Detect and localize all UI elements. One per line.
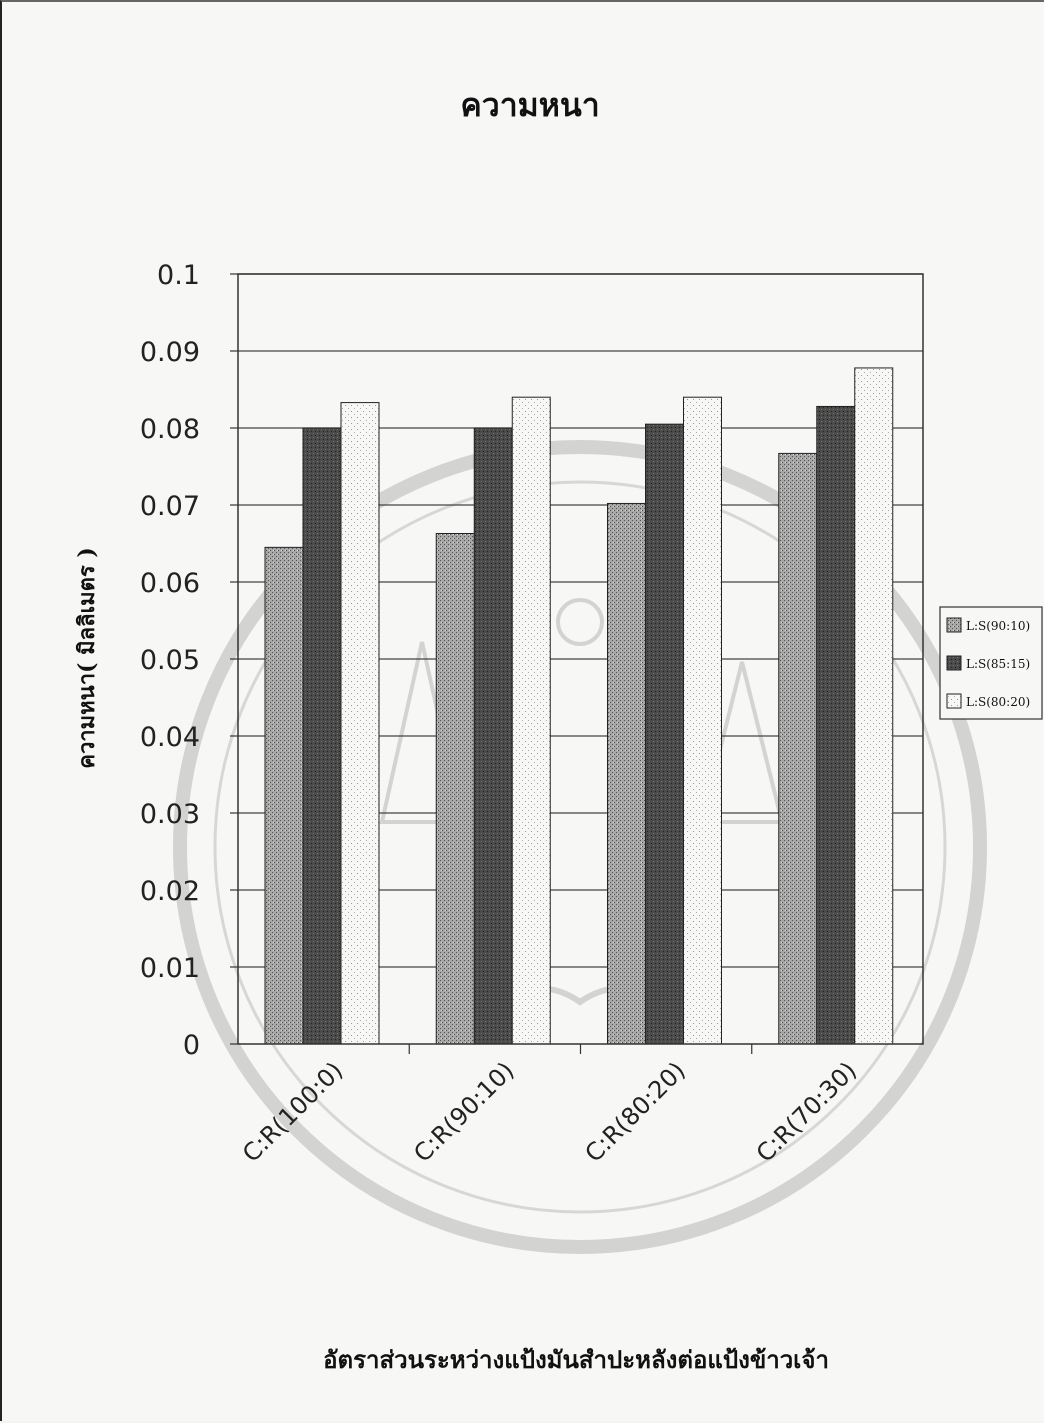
legend-label: L:S(80:20) xyxy=(966,695,1030,709)
x-tick-label: C:R(90:10) xyxy=(408,1056,519,1167)
y-tick-label: 0.01 xyxy=(140,953,200,984)
y-tick-label: 0.06 xyxy=(140,568,200,599)
y-tick-label: 0.02 xyxy=(140,876,200,907)
legend-label: L:S(85:15) xyxy=(966,657,1030,671)
bar-L:S(90:10)-C:R(90:10) xyxy=(435,532,475,1045)
bar-L:S(85:15)-C:R(80:20) xyxy=(645,423,684,1045)
bars xyxy=(264,367,894,1045)
legend-swatch xyxy=(946,655,962,671)
y-tick-label: 0 xyxy=(183,1030,200,1061)
legend-swatch xyxy=(946,693,962,709)
y-tick-label: 0.04 xyxy=(140,722,200,753)
y-tick-label: 0.07 xyxy=(140,491,200,522)
bar-L:S(85:15)-C:R(70:30) xyxy=(816,405,856,1045)
bar-L:S(80:20)-C:R(70:30) xyxy=(854,367,894,1045)
bar-L:S(80:20)-C:R(90:10) xyxy=(511,396,551,1045)
legend-label: L:S(90:10) xyxy=(966,619,1030,633)
bar-L:S(85:15)-C:R(90:10) xyxy=(473,427,513,1045)
y-axis-ticks: 0 0.01 0.02 0.03 0.04 0.05 0.06 0.07 0.08 0.09 0.1 xyxy=(140,260,238,1061)
x-axis-label: อัตราส่วนระหว่างแป้งมันสำปะหลังต่อแป้งข้… xyxy=(323,1345,829,1374)
x-axis-ticks: C:R(100:0) C:R(90:10) C:R(80:20) C:R(70:30) xyxy=(237,1044,862,1168)
y-tick-label: 0.1 xyxy=(157,260,200,291)
bar-L:S(90:10)-C:R(100:0) xyxy=(264,546,304,1045)
bar-L:S(90:10)-C:R(80:20) xyxy=(607,502,646,1045)
y-axis-label: ความหนา( มิลลิเมตร ) xyxy=(74,547,100,769)
legend-swatch xyxy=(946,617,962,633)
chart-title: ความหนา xyxy=(460,86,599,124)
y-tick-label: 0.05 xyxy=(140,645,200,676)
y-tick-label: 0.03 xyxy=(140,799,200,830)
bar-L:S(90:10)-C:R(70:30) xyxy=(778,452,818,1045)
bar-L:S(85:15)-C:R(100:0) xyxy=(302,427,342,1045)
y-tick-label: 0.08 xyxy=(140,414,200,445)
bar-L:S(80:20)-C:R(80:20) xyxy=(683,396,722,1045)
y-tick-label: 0.09 xyxy=(140,337,200,368)
x-tick-label: C:R(80:20) xyxy=(580,1056,691,1167)
bar-L:S(80:20)-C:R(100:0) xyxy=(340,402,380,1045)
legend: L:S(90:10) L:S(85:15) L:S(80:20) xyxy=(939,606,1043,720)
